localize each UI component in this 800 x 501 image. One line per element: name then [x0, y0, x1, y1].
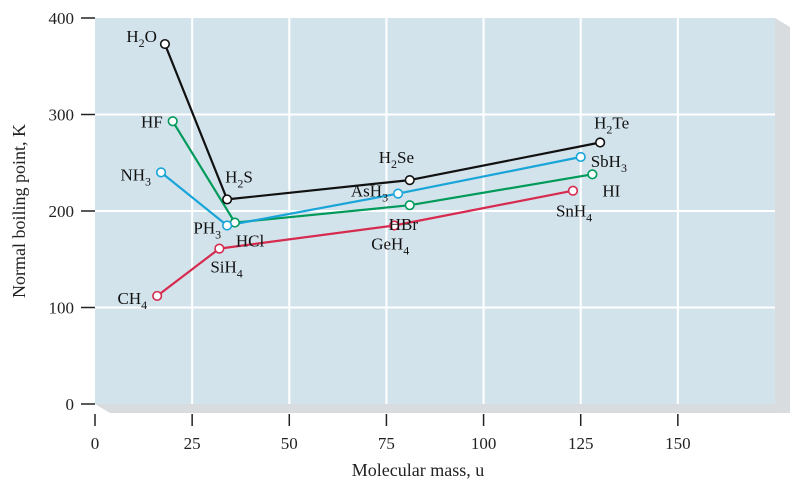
x-tick-label: 0 — [91, 434, 100, 453]
point-label: NH3 — [120, 165, 151, 188]
point-label: SbH3 — [591, 152, 627, 175]
data-point — [222, 194, 233, 205]
point-label: H2O — [126, 27, 157, 50]
axes — [81, 17, 679, 426]
data-point — [595, 137, 606, 148]
tick-labels: 0 25 50 75 100 125 150 0 100 200 300 400 — [49, 9, 691, 453]
x-tick-label: 50 — [281, 434, 298, 453]
data-point — [567, 185, 579, 196]
y-tick-label: 0 — [66, 395, 75, 414]
data-point — [214, 243, 225, 254]
point-label: H2Te — [594, 113, 629, 136]
point-label: AsH3 — [351, 182, 388, 205]
data-point — [587, 169, 598, 180]
series-line — [156, 189, 574, 297]
point-label: PH3 — [193, 218, 221, 241]
x-axis-title: Molecular mass, u — [352, 460, 484, 480]
y-tick-label: 200 — [49, 202, 75, 221]
y-tick-label: 400 — [49, 9, 75, 28]
x-tick-label: 75 — [378, 434, 395, 453]
point-label: GeH4 — [371, 234, 409, 257]
point-label: SnH4 — [556, 202, 592, 225]
y-axis-title: Normal boiling point, K — [9, 124, 29, 298]
data-point — [155, 167, 167, 178]
plot-depth-bottom — [95, 404, 790, 413]
data-points — [152, 38, 606, 302]
data-point — [404, 200, 415, 211]
x-tick-label: 100 — [471, 434, 497, 453]
x-tick-label: 125 — [568, 434, 594, 453]
point-label: H2S — [225, 167, 253, 190]
point-label: HI — [602, 181, 620, 200]
data-point — [389, 220, 400, 231]
x-tick-label: 25 — [184, 434, 201, 453]
series-lines — [156, 43, 601, 297]
data-point — [575, 151, 586, 163]
series-line — [160, 155, 581, 227]
x-tick-label: 150 — [665, 434, 691, 453]
y-tick-label: 300 — [49, 106, 75, 125]
point-label: H2Se — [379, 148, 414, 171]
y-tick-label: 100 — [49, 299, 75, 318]
data-point — [159, 38, 171, 50]
point-label: HF — [141, 112, 163, 131]
data-point — [392, 188, 404, 199]
series-line — [171, 120, 593, 224]
point-label: HBr — [389, 215, 419, 234]
series-line — [163, 43, 601, 201]
point-label: CH4 — [118, 289, 148, 312]
data-point — [167, 116, 178, 127]
data-point — [222, 220, 233, 231]
data-point — [152, 290, 163, 302]
plot-depth-side — [775, 18, 790, 413]
data-point — [404, 175, 415, 186]
point-labels: H2O H2S H2Se H2Te HF HCl HBr HI NH3 PH3 AsH3 SbH3 CH… — [118, 27, 630, 312]
point-label: HCl — [236, 232, 265, 251]
point-label: SiH4 — [210, 258, 242, 281]
